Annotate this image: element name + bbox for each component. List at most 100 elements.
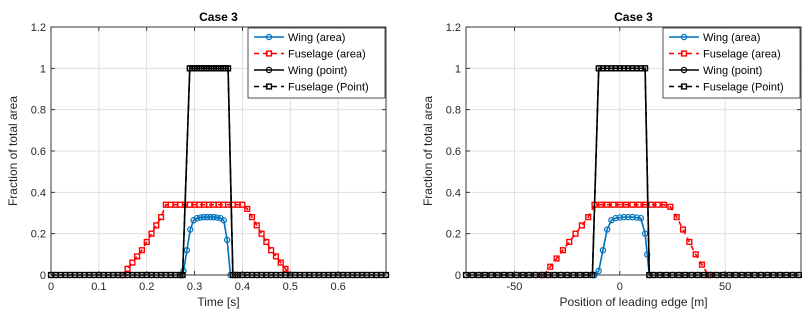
series-fuselage-area-point xyxy=(138,247,146,254)
series-fuselage-area-point xyxy=(244,205,251,212)
x-tick-label: 0.4 xyxy=(235,281,250,293)
series-fuselage-area-point xyxy=(268,247,275,254)
legend-label: Wing (point) xyxy=(703,65,762,77)
legend-marker xyxy=(680,33,688,41)
x-tick-label: 0 xyxy=(48,281,54,293)
series-fuselage-area-point xyxy=(660,201,668,208)
y-tick-label: 0.4 xyxy=(446,187,461,199)
series-fuselage-area-point xyxy=(629,201,636,208)
series-fuselage-area-point xyxy=(623,201,630,208)
series-wing-area-point xyxy=(629,213,636,221)
y-tick-label: 0.4 xyxy=(31,187,46,199)
series-fuselage-area-point xyxy=(698,261,706,268)
series-fuselage-area-point xyxy=(610,201,617,208)
series-wing-area-point xyxy=(620,213,628,221)
series-wing-area-point xyxy=(207,213,214,221)
series-fuselage-area-point xyxy=(272,253,280,260)
legend-item: Wing (point) xyxy=(254,65,347,77)
series-fuselage-area-point xyxy=(553,255,560,262)
series-fuselage-area-point xyxy=(559,247,567,254)
series-fuselage-point-point xyxy=(641,65,649,72)
series-wing-area-point xyxy=(643,251,651,258)
series-fuselage-area-point xyxy=(248,214,256,221)
series-fuselage-area-point xyxy=(667,203,674,210)
series-fuselage-area-point xyxy=(648,201,655,208)
series-fuselage-area-point xyxy=(578,222,585,229)
y-tick-label: 1 xyxy=(455,63,461,75)
series-wing-area-point xyxy=(213,214,221,221)
x-tick-label: 50 xyxy=(719,281,731,293)
series-fuselage-area-point xyxy=(585,214,592,221)
legend-label: Fuselage (area) xyxy=(288,49,366,61)
x-tick-label: 0.6 xyxy=(330,281,345,293)
series-fuselage-area-point xyxy=(679,226,687,233)
x-tick-label: 0 xyxy=(617,281,623,293)
x-tick-label: 0.1 xyxy=(91,281,106,293)
y-tick-label: 1 xyxy=(40,63,46,75)
legend-item: Wing (area) xyxy=(669,32,760,44)
y-axis-label: Fraction of total area xyxy=(6,96,20,206)
series-wing-area-point xyxy=(603,226,611,233)
legend-label: Fuselage (Point) xyxy=(703,82,784,94)
series-fuselage-area-point xyxy=(129,259,136,266)
series-fuselage-area-point xyxy=(148,230,155,237)
series-wing-area-point xyxy=(203,213,211,221)
series-wing-area-point xyxy=(220,217,227,224)
tick-labels: 0 0.1 0.2 0.3 0.4 0.5 0.6 0 0.2 0.4 0.6 0.8 1 1.2 xyxy=(31,22,386,293)
legend-label: Fuselage (area) xyxy=(703,49,781,61)
legend-item: Fuselage (Point) xyxy=(254,82,369,94)
legend-marker xyxy=(265,66,273,74)
series-fuselage-area-point xyxy=(157,214,165,221)
series-fuselage-area-point xyxy=(263,238,270,246)
legend: Wing (area) Fuselage (area) Wing (point) Fu… xyxy=(662,27,801,99)
y-tick-label: 0 xyxy=(455,270,461,282)
series-fuselage-area-point xyxy=(143,238,150,246)
legend-item: Fuselage (area) xyxy=(669,49,781,61)
y-tick-label: 0.2 xyxy=(446,229,461,241)
legend-item: Fuselage (area) xyxy=(254,49,366,61)
series-fuselage-area-point xyxy=(258,230,265,237)
legend-item: Wing (area) xyxy=(254,32,345,44)
series-wing-area-point xyxy=(187,226,194,233)
chart-title: Case 3 xyxy=(614,10,653,24)
y-tick-label: 0.2 xyxy=(31,229,46,241)
series-fuselage-area-point xyxy=(153,222,160,229)
legend-marker xyxy=(680,66,688,74)
x-tick-label: 0.3 xyxy=(187,281,202,293)
series-wing-area-point xyxy=(599,246,607,254)
series-fuselage-area-point xyxy=(692,251,699,258)
series-wing-area-point xyxy=(625,213,632,221)
y-tick-label: 0 xyxy=(40,270,46,282)
y-tick-label: 0.6 xyxy=(31,146,46,158)
chart-case-3-time: 0 0.1 0.2 0.3 0.4 0.5 0.6 0 0.2 0.4 0.6 0.8 1 1.2 Case… xyxy=(6,10,390,309)
series-wing-area-point xyxy=(183,246,191,254)
legend-label: Wing (area) xyxy=(288,32,345,44)
series-fuselage-area-point xyxy=(686,238,693,246)
y-axis-label: Fraction of total area xyxy=(421,96,435,206)
series-fuselage-area-point xyxy=(597,201,604,208)
series-fuselage-area-point xyxy=(572,230,579,237)
x-axis-label: Position of leading edge [m] xyxy=(559,295,707,309)
series-wing-area-point xyxy=(633,214,640,221)
y-tick-label: 0.8 xyxy=(446,105,461,117)
x-tick-label: -50 xyxy=(507,281,523,293)
y-tick-label: 1.2 xyxy=(31,22,46,34)
series-fuselage-area-point xyxy=(253,222,260,229)
series-fuselage-area-point xyxy=(239,201,246,208)
series-fuselage-area-line xyxy=(122,203,291,276)
legend-item: Fuselage (Point) xyxy=(669,82,784,94)
x-axis-label: Time [s] xyxy=(197,295,239,309)
series-wing-area-point xyxy=(637,214,645,222)
series-wing-area-point xyxy=(616,214,624,221)
chart-case-3-position: -50 0 50 0 0.2 0.4 0.6 0.8 1 1.2 Case 3 Position of… xyxy=(421,10,803,309)
x-tick-label: 0.2 xyxy=(139,281,154,293)
legend-label: Wing (point) xyxy=(288,65,347,77)
legend-label: Fuselage (Point) xyxy=(288,82,369,94)
series-wing-area-point xyxy=(200,213,207,221)
series-wing-area-point xyxy=(595,267,602,275)
y-tick-label: 1.2 xyxy=(446,22,461,34)
series-wing-area-line xyxy=(179,216,232,276)
series-wing-area-point xyxy=(193,214,201,222)
series-fuselage-area-point xyxy=(277,259,284,266)
series-fuselage-area-point xyxy=(673,214,680,221)
